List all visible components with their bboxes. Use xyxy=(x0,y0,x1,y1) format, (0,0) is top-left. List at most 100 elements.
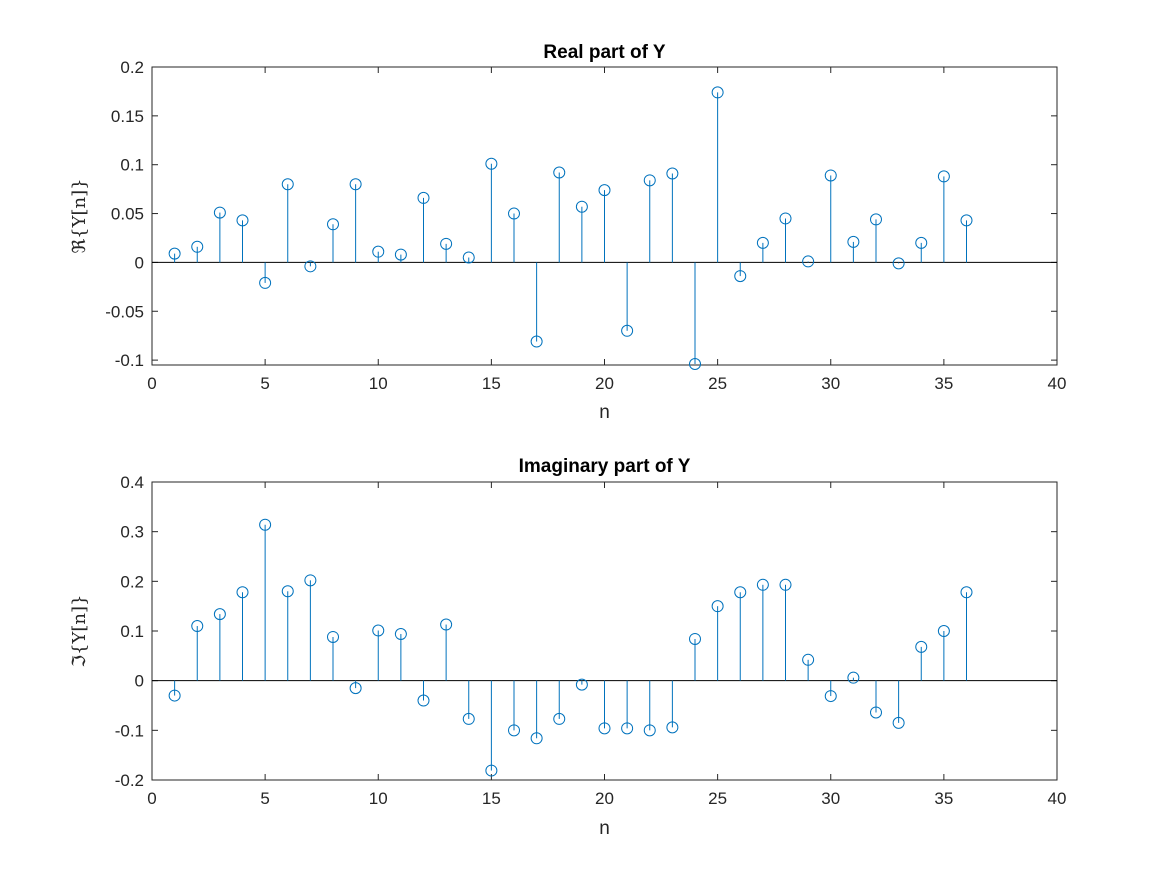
stem-marker xyxy=(349,178,362,191)
stem-marker xyxy=(530,732,543,745)
x-axis-label: n xyxy=(599,818,610,839)
stem-marker xyxy=(756,236,769,249)
x-tick-label: 40 xyxy=(1048,789,1067,808)
y-tick-label: 0.2 xyxy=(120,58,144,77)
x-tick-label: 30 xyxy=(821,789,840,808)
stem-marker xyxy=(236,214,249,227)
stem-marker xyxy=(485,157,498,170)
stem-marker xyxy=(327,218,339,231)
stem-marker xyxy=(960,214,973,227)
stem-marker xyxy=(417,694,430,707)
stem-marker xyxy=(621,722,634,735)
x-axis-label: n xyxy=(599,402,610,423)
y-tick-label: 0.3 xyxy=(120,523,144,542)
stem-marker xyxy=(213,206,226,219)
stem-marker xyxy=(689,358,701,371)
y-tick-label: 0.05 xyxy=(111,205,144,224)
y-tick-label: 0.2 xyxy=(120,572,144,591)
x-tick-label: 40 xyxy=(1048,374,1067,393)
stem-marker xyxy=(756,578,769,591)
y-tick-label: 0.1 xyxy=(120,622,144,641)
x-tick-label: 35 xyxy=(934,789,953,808)
stem-marker xyxy=(259,518,272,531)
x-tick-label: 15 xyxy=(482,789,501,808)
stem-marker xyxy=(440,237,453,250)
x-tick-label: 20 xyxy=(595,789,614,808)
y-axis-label: ℑ{Y[n]} xyxy=(69,595,90,668)
x-tick-label: 0 xyxy=(147,789,156,808)
stem-marker xyxy=(847,671,860,684)
stem-marker xyxy=(666,721,679,734)
stem-marker xyxy=(960,586,973,599)
stem-marker xyxy=(824,169,837,182)
y-tick-label: -0.1 xyxy=(115,721,144,740)
stem-series xyxy=(152,518,1057,777)
subplot-real-part: Real part of Y n ℜ{Y[n]} 0 5 10 15 20 25 30 35 4… xyxy=(69,42,1066,423)
x-tick-label: 5 xyxy=(260,789,269,808)
x-tick-label: 10 xyxy=(369,374,388,393)
x-tick-label: 5 xyxy=(260,374,269,393)
stem-marker xyxy=(304,574,317,587)
stem-marker xyxy=(462,251,475,264)
stem-marker xyxy=(236,586,249,599)
stem-marker xyxy=(643,724,656,737)
axes-box xyxy=(151,481,1058,781)
stem-marker xyxy=(824,690,837,703)
stem-marker xyxy=(508,724,520,737)
stem-marker xyxy=(508,207,520,220)
stem-marker xyxy=(462,712,475,725)
stem-marker xyxy=(281,585,294,598)
y-tick-label: -0.05 xyxy=(105,302,144,321)
stem-marker xyxy=(870,213,882,226)
stem-marker xyxy=(779,212,792,225)
stem-marker xyxy=(259,276,272,289)
stem-marker xyxy=(168,247,181,260)
stem-marker xyxy=(349,682,362,695)
y-axis-label: ℜ{Y[n]} xyxy=(69,178,90,253)
chart-title: Real part of Y xyxy=(543,42,665,63)
stem-marker xyxy=(779,578,792,591)
x-tick-label: 10 xyxy=(369,789,388,808)
stem-marker xyxy=(372,245,385,258)
y-tick-label: 0.15 xyxy=(111,107,144,126)
stem-marker xyxy=(553,712,566,725)
stem-marker xyxy=(915,640,928,653)
x-tick-label: 15 xyxy=(482,374,501,393)
stem-marker xyxy=(394,248,407,261)
stem-marker xyxy=(575,200,588,213)
stem-marker xyxy=(937,625,950,637)
stem-marker xyxy=(915,236,928,249)
stem-marker xyxy=(892,716,905,729)
stem-marker xyxy=(417,191,430,204)
stem-marker xyxy=(191,240,204,253)
stem-marker xyxy=(575,678,588,691)
y-tick-label: 0 xyxy=(135,253,144,272)
stem-marker xyxy=(213,608,226,621)
axis-ticks: 0 5 10 15 20 25 30 35 40 -0.1 -0.05 0 0.05 0.1 0.15 0.2 xyxy=(105,58,1066,393)
stem-marker xyxy=(711,86,724,99)
stem-marker xyxy=(191,620,204,633)
stem-marker xyxy=(440,618,453,631)
y-tick-label: 0.1 xyxy=(120,156,144,175)
stem-marker xyxy=(870,706,882,719)
stem-marker xyxy=(666,167,679,180)
stem-marker xyxy=(802,255,815,268)
stem-marker xyxy=(892,257,905,270)
y-tick-label: 0.4 xyxy=(120,473,144,492)
stem-marker xyxy=(847,235,860,248)
stem-marker xyxy=(485,764,498,777)
chart-title: Imaginary part of Y xyxy=(519,456,691,477)
x-tick-label: 20 xyxy=(595,374,614,393)
stem-marker xyxy=(304,260,317,273)
y-tick-label: -0.1 xyxy=(115,351,144,370)
stem-marker xyxy=(372,624,385,637)
stem-marker xyxy=(734,586,747,599)
stem-marker xyxy=(711,600,724,613)
stem-marker xyxy=(689,632,701,645)
x-tick-label: 0 xyxy=(147,374,156,393)
axis-ticks: 0 5 10 15 20 25 30 35 40 -0.2 -0.1 0 0.1 0.2 0.3 0.4 xyxy=(115,473,1067,808)
stem-marker xyxy=(530,335,543,348)
stem-marker xyxy=(598,722,611,735)
stem-marker xyxy=(621,324,634,337)
